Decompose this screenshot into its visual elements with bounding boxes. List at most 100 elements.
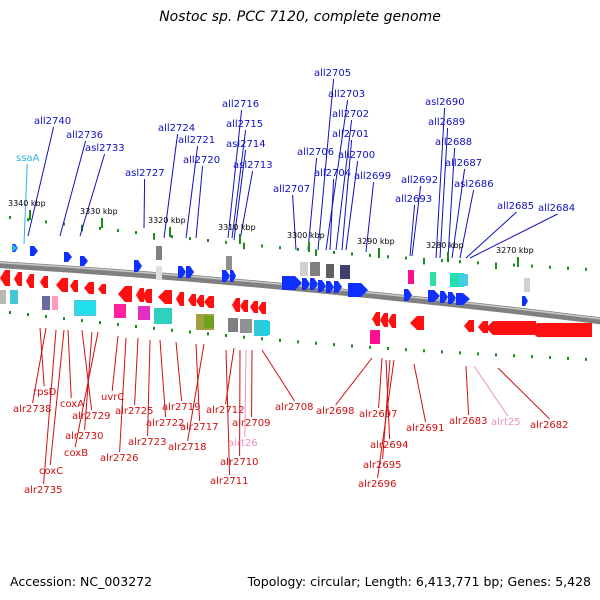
forward-gene-arrow	[178, 266, 186, 278]
rna-feature	[10, 290, 18, 304]
leader-line	[67, 329, 72, 399]
label-alr2719: alr2719	[162, 402, 200, 413]
label-all2700: all2700	[338, 150, 375, 161]
label-leader-lines	[23, 78, 558, 485]
reverse-gene-arrow	[188, 294, 196, 306]
scale-label: 3340 kbp	[8, 199, 46, 208]
leader-line	[39, 327, 45, 387]
label-all2704: all2704	[314, 168, 351, 179]
leader-line	[43, 329, 57, 485]
rna-feature	[52, 296, 58, 310]
label-alr2697: alr2697	[359, 409, 397, 420]
forward-gene-arrow	[448, 292, 456, 304]
reverse-gene-arrow	[0, 270, 10, 286]
label-alr2691: alr2691	[406, 423, 444, 434]
leader-line	[335, 357, 373, 406]
rna-feature	[42, 296, 50, 310]
leader-line	[497, 367, 550, 420]
label-alr2738: alr2738	[13, 404, 51, 415]
reverse-gene-arrow	[40, 276, 48, 288]
leader-line	[365, 181, 375, 253]
leader-line	[345, 160, 359, 251]
label-alr2729: alr2729	[72, 411, 110, 422]
label-alrt26: alrt26	[228, 438, 258, 449]
forward-gene-labels: ssaAall2740all2736asl2733asl2727all2724a…	[16, 68, 575, 214]
label-asl2733: asl2733	[85, 143, 125, 154]
leader-line	[329, 178, 335, 251]
leader-line	[439, 127, 449, 259]
label-alr2722: alr2722	[146, 418, 184, 429]
label-alr2730: alr2730	[65, 431, 103, 442]
label-alr2726: alr2726	[100, 453, 138, 464]
leader-line	[175, 341, 183, 402]
label-alr2708: alr2708	[275, 402, 313, 413]
reverse-gene-arrow	[372, 312, 380, 326]
label-all2693: all2693	[395, 194, 432, 205]
rna-feature	[340, 265, 350, 279]
forward-gene-arrow	[522, 296, 528, 306]
reverse-gene-arrow	[136, 288, 144, 302]
label-alr2694: alr2694	[370, 440, 408, 451]
leader-line	[413, 363, 427, 423]
label-alr2683: alr2683	[449, 416, 487, 427]
label-alr2710: alr2710	[220, 457, 258, 468]
leader-line	[187, 343, 205, 442]
label-all2707: all2707	[273, 184, 310, 195]
leader-line	[341, 139, 353, 251]
leader-line	[473, 365, 509, 417]
reverse-gene-arrow	[232, 298, 240, 312]
forward-gene-arrow	[348, 283, 368, 297]
leader-line	[465, 211, 517, 259]
scale-label: 3330 kbp	[80, 207, 118, 216]
genome-summary-text: Topology: circular; Length: 6,413,771 bp…	[247, 574, 591, 589]
leader-line	[143, 178, 146, 229]
forward-gene-arrow	[80, 256, 88, 266]
leader-line	[163, 133, 179, 239]
accession-text: Accession: NC_003272	[10, 574, 153, 589]
label-all2685: all2685	[497, 201, 534, 212]
rna-feature	[78, 302, 96, 314]
scale-label: 3270 kbp	[496, 246, 534, 255]
label-all2687: all2687	[445, 158, 482, 169]
label-all2716: all2716	[222, 99, 259, 110]
label-alr2698: alr2698	[316, 406, 354, 417]
scale-label: 3300 kbp	[287, 231, 325, 240]
label-alr2709: alr2709	[232, 418, 270, 429]
label-all2715: all2715	[226, 119, 263, 130]
leader-line	[111, 335, 119, 392]
reverse-gene-arrow	[258, 302, 266, 314]
label-asl2727: asl2727	[125, 168, 165, 179]
rna-feature	[204, 316, 214, 328]
rna-feature	[228, 318, 238, 332]
reverse-gene-arrow	[410, 316, 424, 330]
rna-feature	[408, 270, 414, 284]
label-alrt25: alrt25	[491, 417, 521, 428]
rna-feature	[524, 278, 530, 292]
leader-line	[185, 145, 199, 239]
label-alr2718: alr2718	[168, 442, 206, 453]
gene-features	[0, 244, 592, 344]
rna-feature	[114, 304, 126, 318]
forward-gene-arrow	[134, 260, 142, 272]
leader-line	[81, 329, 93, 411]
reverse-gene-arrow	[84, 282, 94, 294]
map-title: Nostoc sp. PCC 7120, complete genome	[159, 9, 441, 25]
leader-line	[27, 126, 55, 237]
label-all2702: all2702	[332, 109, 369, 120]
leader-line	[134, 337, 139, 406]
leader-line	[292, 194, 297, 251]
rna-feature	[458, 274, 468, 286]
label-asl2714: asl2714	[226, 139, 266, 150]
label-ssaa: ssaA	[16, 153, 40, 164]
leader-line	[409, 204, 416, 257]
scale-label: 3280 kbp	[426, 241, 464, 250]
rna-feature	[326, 264, 334, 278]
reverse-gene-arrow	[380, 313, 388, 327]
reverse-gene-arrow	[70, 280, 78, 292]
label-alr2725: alr2725	[115, 406, 153, 417]
label-alr2735: alr2735	[24, 485, 62, 496]
rna-feature	[240, 319, 252, 333]
forward-gene-arrow	[428, 290, 440, 302]
reverse-gene-arrow	[158, 290, 172, 304]
